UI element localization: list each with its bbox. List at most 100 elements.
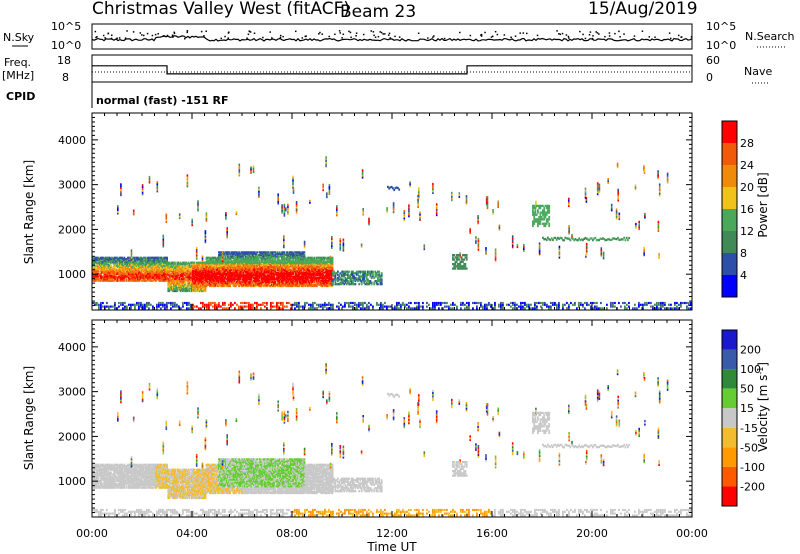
- power-cell: [149, 276, 152, 280]
- power-cell: [140, 275, 143, 278]
- power-cell: [624, 301, 626, 305]
- power-cell: [248, 258, 251, 261]
- power-cell: [102, 305, 104, 308]
- nsearch-point: [496, 33, 499, 36]
- power-cell: [134, 264, 137, 267]
- power-cell: [123, 266, 126, 269]
- power-cell: [408, 305, 410, 308]
- power-cell: [165, 262, 167, 265]
- power-cell: [278, 255, 281, 258]
- power-cell: [105, 263, 108, 266]
- power-cell: [236, 271, 238, 274]
- power-cell: [202, 284, 204, 287]
- power-cell: [223, 278, 226, 281]
- power-cell: [124, 275, 127, 278]
- power-cell: [380, 272, 383, 275]
- power-cell: [299, 280, 301, 284]
- power-cell: [267, 280, 270, 284]
- power-cell: [310, 267, 312, 270]
- power-cell: [305, 283, 308, 286]
- power-cell: [108, 267, 111, 270]
- power-cell: [290, 251, 292, 254]
- power-cell: [142, 279, 145, 282]
- power-cell: [153, 263, 156, 266]
- nsearch-point: [558, 33, 560, 35]
- power-cell: [281, 271, 283, 274]
- power-cell: [352, 305, 354, 308]
- power-cell: [201, 277, 203, 280]
- power-cell: [258, 263, 261, 266]
- power-cell: [304, 284, 307, 288]
- power-cell: [200, 264, 202, 267]
- power-cell: [175, 265, 177, 268]
- power-cell: [122, 266, 125, 269]
- power-cell: [488, 301, 490, 305]
- power-cell: [188, 281, 191, 284]
- power-cell: [209, 270, 211, 273]
- power-cell: [241, 271, 244, 274]
- power-cell: [279, 254, 282, 257]
- power-cell: [228, 262, 230, 265]
- nsearch-point: [157, 32, 159, 35]
- power-cell: [198, 288, 201, 291]
- power-cell: [150, 264, 153, 267]
- power-cell: [308, 264, 310, 267]
- power-cell: [204, 267, 207, 270]
- power-cell: [204, 269, 207, 272]
- power-cell: [248, 267, 251, 270]
- power-cell: [156, 262, 158, 265]
- power-cell: [309, 199, 311, 202]
- power-cell: [260, 283, 263, 286]
- power-cell: [196, 263, 199, 266]
- power-cell: [155, 274, 157, 277]
- power-cell: [304, 256, 307, 259]
- power-cell: [237, 260, 239, 263]
- power-cell: [542, 301, 544, 305]
- power-cell: [134, 275, 137, 278]
- power-cell: [209, 264, 211, 267]
- power-cell: [160, 307, 162, 310]
- power-cell: [644, 301, 646, 305]
- power-cell: [124, 267, 127, 270]
- power-cell: [150, 274, 153, 277]
- power-cell: [103, 263, 106, 266]
- power-cell: [135, 260, 138, 263]
- power-cell: [205, 279, 208, 282]
- power-cell: [227, 284, 229, 288]
- power-cell: [241, 255, 244, 258]
- power-cell: [263, 276, 265, 280]
- power-cell: [150, 256, 153, 259]
- power-cell: [248, 283, 251, 286]
- power-cell: [279, 259, 282, 262]
- power-cell: [195, 283, 198, 286]
- power-cell: [194, 280, 197, 283]
- power-cell: [247, 264, 249, 267]
- power-cell: [297, 276, 300, 280]
- power-cell: [133, 258, 136, 261]
- power-cell: [156, 278, 158, 281]
- power-cell: [282, 284, 284, 288]
- power-cell: [274, 305, 276, 308]
- power-cell: [157, 260, 159, 263]
- nsearch-point: [294, 30, 297, 33]
- power-cell: [142, 303, 144, 306]
- power-cell: [254, 256, 256, 259]
- power-cell: [196, 284, 199, 287]
- power-cell: [214, 284, 217, 288]
- power-cell: [292, 262, 294, 265]
- power-cell: [214, 283, 217, 286]
- power-cell: [131, 271, 134, 274]
- power-cell: [230, 271, 233, 274]
- power-cell: [202, 279, 204, 282]
- nsearch-point: [589, 31, 592, 33]
- power-cell: [274, 272, 276, 275]
- power-cell: [102, 270, 104, 273]
- power-cell: [148, 175, 151, 179]
- power-cell: [510, 301, 512, 305]
- power-cell: [211, 279, 213, 282]
- power-cell: [234, 256, 237, 259]
- power-cell: [283, 268, 285, 271]
- power-cell: [128, 262, 130, 265]
- power-cell: [286, 264, 289, 267]
- power-cell: [247, 271, 249, 274]
